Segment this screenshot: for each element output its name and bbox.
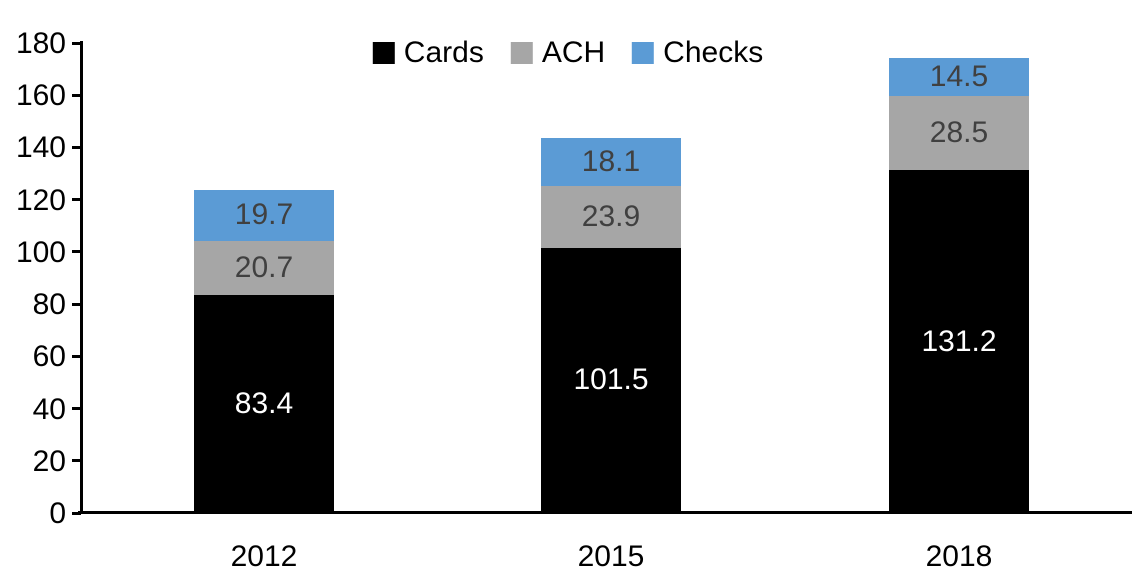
bar-segment-2018-checks: 14.5	[889, 58, 1029, 97]
y-tick-mark	[72, 198, 81, 202]
y-tick-mark	[72, 407, 81, 411]
legend-label: Checks	[663, 36, 764, 69]
y-tick-label: 40	[32, 392, 66, 426]
chart-legend: Cards ACH Checks	[372, 36, 763, 69]
y-tick-mark	[72, 93, 81, 97]
y-tick-label: 100	[15, 235, 66, 269]
y-tick-label: 80	[32, 288, 66, 322]
bar-segment-2012-ach: 20.7	[194, 241, 334, 296]
legend-swatch-checks	[632, 42, 655, 64]
y-tick-mark	[72, 354, 81, 358]
y-axis-line	[80, 41, 83, 514]
bar-segment-2018-cards: 131.2	[889, 170, 1029, 513]
x-tick-label-2012: 2012	[230, 540, 298, 573]
y-tick-label: 180	[15, 27, 66, 60]
legend-swatch-ach	[510, 42, 533, 64]
bar-segment-2012-checks: 19.7	[194, 189, 334, 242]
x-tick-label-2018: 2018	[925, 540, 993, 573]
bar-segment-2012-cards: 83.4	[194, 295, 334, 513]
bar-value-label: 131.2	[921, 324, 997, 358]
y-tick-label: 160	[15, 79, 66, 113]
y-tick-mark	[72, 145, 81, 149]
bar-segment-2018-ach: 28.5	[889, 96, 1029, 171]
bar-value-label: 28.5	[929, 116, 989, 150]
y-tick-mark	[72, 511, 81, 515]
bar-value-label: 83.4	[234, 387, 294, 421]
bar-value-label: 23.9	[581, 199, 641, 233]
y-tick-label: 60	[32, 340, 66, 374]
y-tick-mark	[72, 250, 81, 254]
y-tick-label: 120	[15, 183, 66, 217]
legend-item-ach: ACH	[510, 36, 606, 69]
bar-value-label: 19.7	[234, 198, 294, 232]
y-tick-label: 140	[15, 131, 66, 165]
bar-value-label: 101.5	[573, 363, 649, 397]
legend-label: Cards	[403, 36, 484, 69]
bar-value-label: 14.5	[929, 60, 989, 94]
y-tick-mark	[72, 302, 81, 306]
y-tick-mark	[72, 459, 81, 463]
bar-segment-2015-checks: 18.1	[541, 138, 681, 186]
y-tick-label: 20	[32, 444, 66, 478]
x-tick-label-2015: 2015	[577, 540, 645, 573]
legend-item-checks: Checks	[632, 38, 763, 68]
bar-value-label: 18.1	[581, 144, 641, 178]
y-tick-mark	[72, 41, 81, 45]
y-tick-label: 0	[49, 497, 66, 530]
legend-swatch-cards	[372, 42, 395, 64]
legend-item-cards: Cards	[372, 36, 484, 69]
bar-value-label: 20.7	[234, 251, 294, 285]
bar-segment-2015-cards: 101.5	[541, 247, 681, 513]
legend-label: ACH	[541, 36, 606, 69]
bar-segment-2015-ach: 23.9	[541, 185, 681, 248]
